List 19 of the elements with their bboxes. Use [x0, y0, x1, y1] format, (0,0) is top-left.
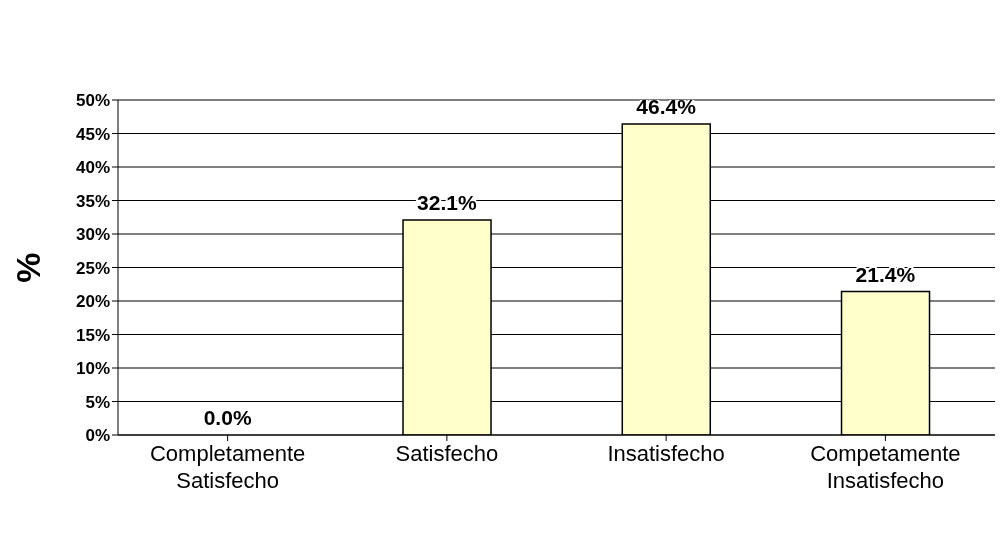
x-tick-label: Completamente Satisfecho	[149, 441, 306, 493]
y-tick-label: 10%	[75, 359, 110, 379]
y-tick-label: 25%	[75, 258, 110, 278]
y-tick-label: 30%	[75, 225, 110, 245]
y-tick-label: 0%	[85, 426, 110, 446]
y-tick-label: 40%	[75, 158, 110, 178]
y-tick-label: 15%	[75, 325, 110, 345]
y-tick-label: 50%	[75, 91, 110, 111]
x-tick-label: Satisfecho	[395, 441, 499, 466]
y-tick-label: 5%	[85, 392, 110, 412]
data-label: 46.4%	[636, 95, 697, 119]
data-label: 0.0%	[203, 406, 252, 429]
y-tick-label: 20%	[75, 292, 110, 312]
y-axis-title: %	[9, 252, 48, 283]
y-tick-label: 35%	[75, 191, 110, 211]
y-tick-label: 45%	[75, 124, 110, 144]
data-label: 21.4%	[855, 262, 916, 286]
x-tick-label: Insatisfecho	[607, 441, 725, 466]
x-tick-label: Competamente Insatisfecho	[810, 441, 961, 493]
